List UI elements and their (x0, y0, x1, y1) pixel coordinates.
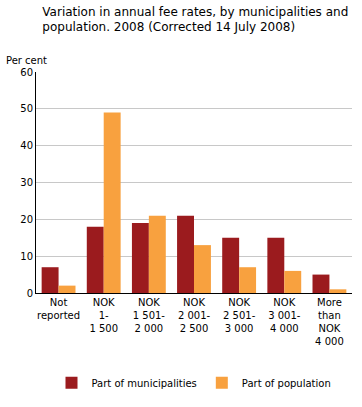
svg-text:50: 50 (20, 103, 33, 114)
svg-text:NOK2 001-2 500: NOK2 001-2 500 (178, 297, 211, 334)
svg-text:NOK3 001-4 000: NOK3 001-4 000 (268, 297, 301, 334)
svg-text:Part of population: Part of population (242, 378, 331, 389)
svg-text:NOK1-1 500: NOK1-1 500 (89, 297, 118, 334)
svg-text:10: 10 (20, 251, 33, 262)
svg-text:60: 60 (20, 67, 33, 78)
svg-text:NOK2 501-3 000: NOK2 501-3 000 (223, 297, 256, 334)
svg-text:Per cent: Per cent (6, 55, 47, 66)
svg-text:40: 40 (20, 140, 33, 151)
svg-text:Part of municipalities: Part of municipalities (92, 378, 197, 389)
svg-text:Variation in annual fee rates,: Variation in annual fee rates, by munici… (42, 5, 348, 35)
svg-text:0: 0 (27, 288, 33, 299)
svg-text:20: 20 (20, 214, 33, 225)
svg-text:NOK1 501-2 000: NOK1 501-2 000 (133, 297, 166, 334)
svg-text:MorethanNOK4 000: MorethanNOK4 000 (315, 297, 344, 347)
svg-text:30: 30 (20, 177, 33, 188)
svg-text:Notreported: Notreported (37, 297, 80, 321)
